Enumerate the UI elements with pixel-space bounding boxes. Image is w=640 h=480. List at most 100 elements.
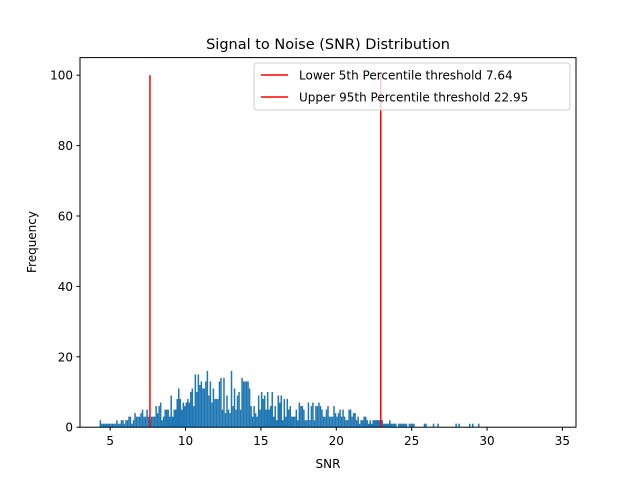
histogram-bar (247, 381, 249, 428)
histogram-bar (325, 409, 328, 428)
histogram-bar (140, 413, 142, 428)
histogram-bar (167, 409, 169, 428)
histogram-bar (331, 416, 334, 428)
histogram-bar (271, 392, 273, 428)
histogram-bar (208, 395, 210, 428)
histogram-bar (333, 406, 335, 428)
histogram-bar (144, 416, 147, 428)
histogram-bar (301, 406, 304, 428)
histogram-bar (337, 413, 340, 428)
histogram-bar (357, 416, 359, 428)
histogram-bar (251, 416, 254, 428)
histogram-bar (197, 374, 200, 428)
histogram-bar (312, 402, 314, 428)
histogram-bar (275, 420, 278, 428)
x-tick-label: 30 (479, 434, 494, 448)
histogram-bar (272, 416, 275, 428)
histogram-bar (328, 416, 331, 428)
histogram-bar (190, 392, 192, 428)
y-tick-label: 40 (58, 280, 73, 294)
legend: Lower 5th Percentile threshold 7.64 Uppe… (253, 62, 571, 111)
histogram-bar (223, 377, 225, 428)
histogram-bar (99, 420, 102, 428)
histogram-bar (316, 406, 319, 428)
histogram-bar (372, 420, 374, 428)
histogram-bar (214, 399, 216, 428)
histogram-bar (478, 423, 480, 428)
histogram-bar (111, 423, 114, 428)
histogram-bar (239, 409, 242, 428)
histogram-bar (269, 406, 272, 428)
histogram-bar (155, 406, 157, 428)
histogram-bar (342, 409, 344, 428)
histogram-bar (217, 399, 219, 428)
histogram-bar (377, 420, 379, 428)
histogram-bar (309, 420, 311, 428)
histogram-bar (173, 409, 175, 428)
histogram-bar (108, 423, 111, 428)
histogram-bar (238, 392, 240, 428)
histogram-bar (395, 423, 397, 428)
histogram-bar (389, 420, 391, 428)
histogram-bar (101, 423, 103, 428)
histogram-bar (229, 413, 231, 428)
histogram-bar (286, 399, 289, 428)
histogram-bar (346, 420, 349, 428)
histogram-bar (455, 423, 457, 428)
y-tick-label: 0 (65, 421, 73, 435)
histogram-bar (123, 423, 126, 428)
histogram-bars (99, 370, 480, 428)
histogram-bar (220, 377, 222, 428)
histogram-bar (125, 420, 127, 428)
histogram-bar (117, 423, 120, 428)
histogram-bar (156, 413, 159, 428)
histogram-bar (235, 409, 237, 428)
histogram-bar (137, 416, 139, 428)
histogram-bar (393, 423, 396, 428)
histogram-bar (343, 416, 346, 428)
histogram-bar (199, 384, 201, 428)
histogram-bar (411, 423, 414, 428)
histogram-bar (307, 402, 310, 428)
histogram-bar (364, 416, 367, 428)
histogram-bar (289, 406, 292, 428)
histogram-bar (132, 420, 135, 428)
histogram-bar (146, 409, 148, 428)
x-axis-label: SNR (316, 457, 341, 471)
histogram-bar (294, 416, 296, 428)
histogram-bar (153, 416, 156, 428)
histogram-bar (390, 423, 393, 428)
histogram-bar (399, 423, 402, 428)
histogram-bar (352, 413, 355, 428)
histogram-bar (141, 409, 144, 428)
histogram-bar (298, 402, 301, 428)
histogram-bar (245, 381, 248, 428)
histogram-bar (306, 420, 308, 428)
histogram-bar (122, 420, 124, 428)
histogram-bar (138, 416, 141, 428)
x-axis-ticks: 5 10 15 20 25 30 35 (106, 427, 570, 448)
histogram-bar (107, 423, 109, 428)
histogram-bar (206, 370, 209, 428)
histogram-bar (373, 420, 376, 428)
histogram-bar (224, 413, 227, 428)
x-tick-label: 25 (404, 434, 419, 448)
chart-title: Signal to Noise (SNR) Distribution (206, 37, 450, 53)
histogram-bar (386, 423, 388, 428)
histogram-bar (184, 406, 186, 428)
histogram-bar (256, 416, 258, 428)
y-axis-label: Frequency (25, 211, 39, 273)
y-tick-label: 80 (58, 139, 73, 153)
histogram-bar (185, 402, 188, 428)
histogram-bar (236, 395, 239, 428)
histogram-bar (274, 406, 276, 428)
histogram-bar (349, 409, 352, 428)
histogram-bar (437, 423, 439, 428)
histogram-bar (324, 416, 326, 428)
y-axis-ticks: 0 20 40 60 80 100 (50, 69, 80, 435)
histogram-bar (221, 409, 224, 428)
histogram-bar (383, 423, 385, 428)
histogram-bar (259, 409, 261, 428)
y-tick-label: 60 (58, 210, 73, 224)
